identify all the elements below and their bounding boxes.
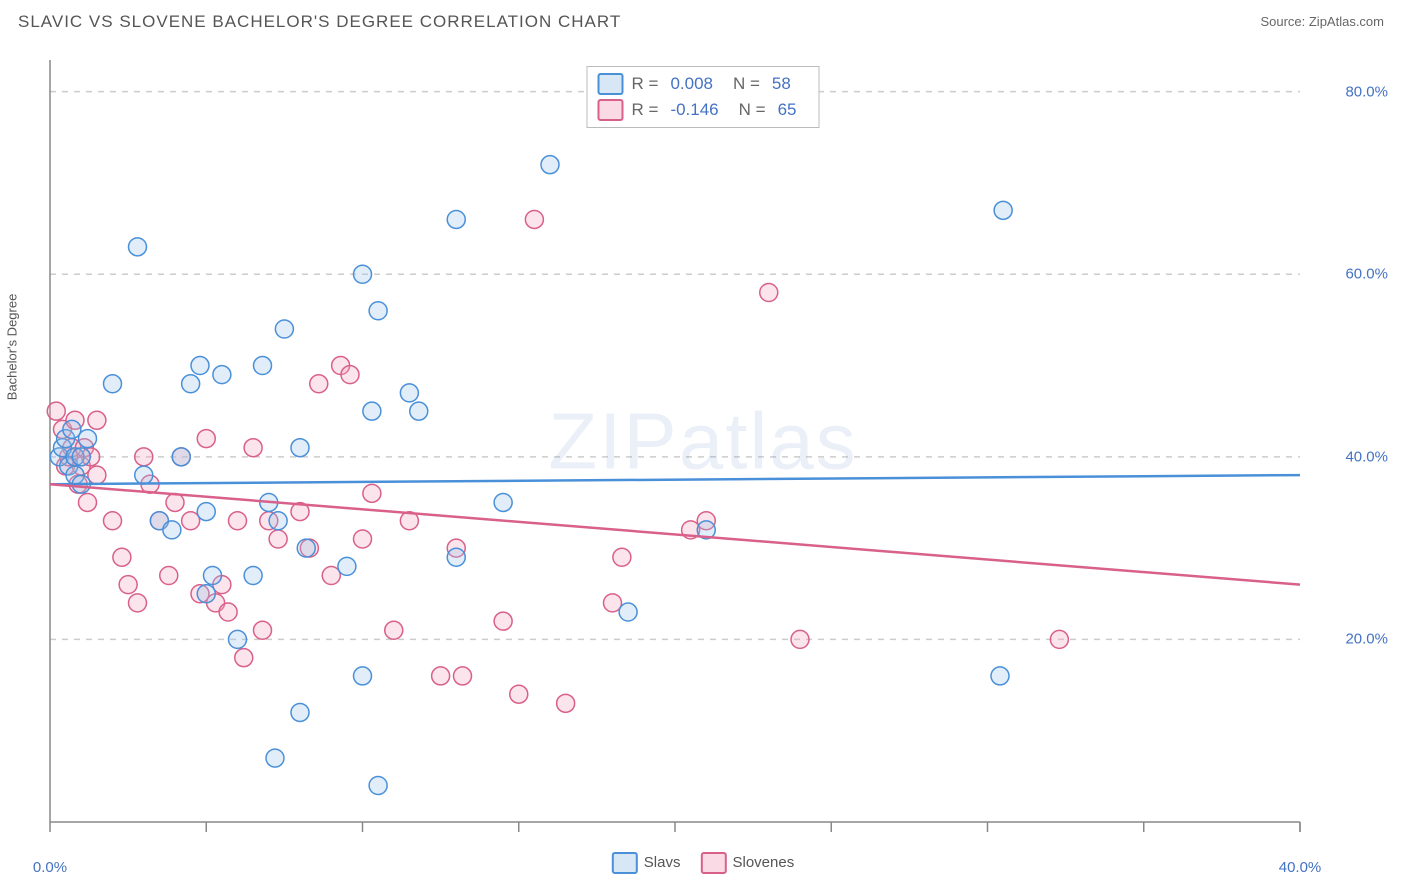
legend-row-slavs: R = 0.008 N = 58 [598, 71, 809, 97]
r-value-slavs: 0.008 [670, 74, 713, 94]
r-value-slovenes: -0.146 [670, 100, 718, 120]
correlation-legend: R = 0.008 N = 58 R = -0.146 N = 65 [587, 66, 820, 128]
swatch-slovenes [700, 852, 726, 874]
n-value-slovenes: 65 [778, 100, 797, 120]
r-label: R = [632, 100, 659, 120]
legend-label-slovenes: Slovenes [732, 854, 794, 871]
swatch-slavs [612, 852, 638, 874]
n-label: N = [739, 100, 766, 120]
swatch-slavs [598, 73, 624, 95]
x-tick-label: 0.0% [33, 859, 67, 876]
swatch-slovenes [598, 99, 624, 121]
legend-label-slavs: Slavs [644, 854, 681, 871]
y-tick-label: 80.0% [1345, 83, 1388, 100]
legend-item-slovenes: Slovenes [700, 852, 794, 874]
y-tick-label: 60.0% [1345, 266, 1388, 283]
x-tick-label: 40.0% [1279, 859, 1322, 876]
legend-item-slavs: Slavs [612, 852, 681, 874]
y-tick-label: 40.0% [1345, 448, 1388, 465]
n-label: N = [733, 74, 760, 94]
r-label: R = [632, 74, 659, 94]
series-legend: Slavs Slovenes [612, 852, 794, 874]
legend-row-slovenes: R = -0.146 N = 65 [598, 97, 809, 123]
scatter-plot [0, 0, 1406, 892]
n-value-slavs: 58 [772, 74, 791, 94]
y-tick-label: 20.0% [1345, 631, 1388, 648]
